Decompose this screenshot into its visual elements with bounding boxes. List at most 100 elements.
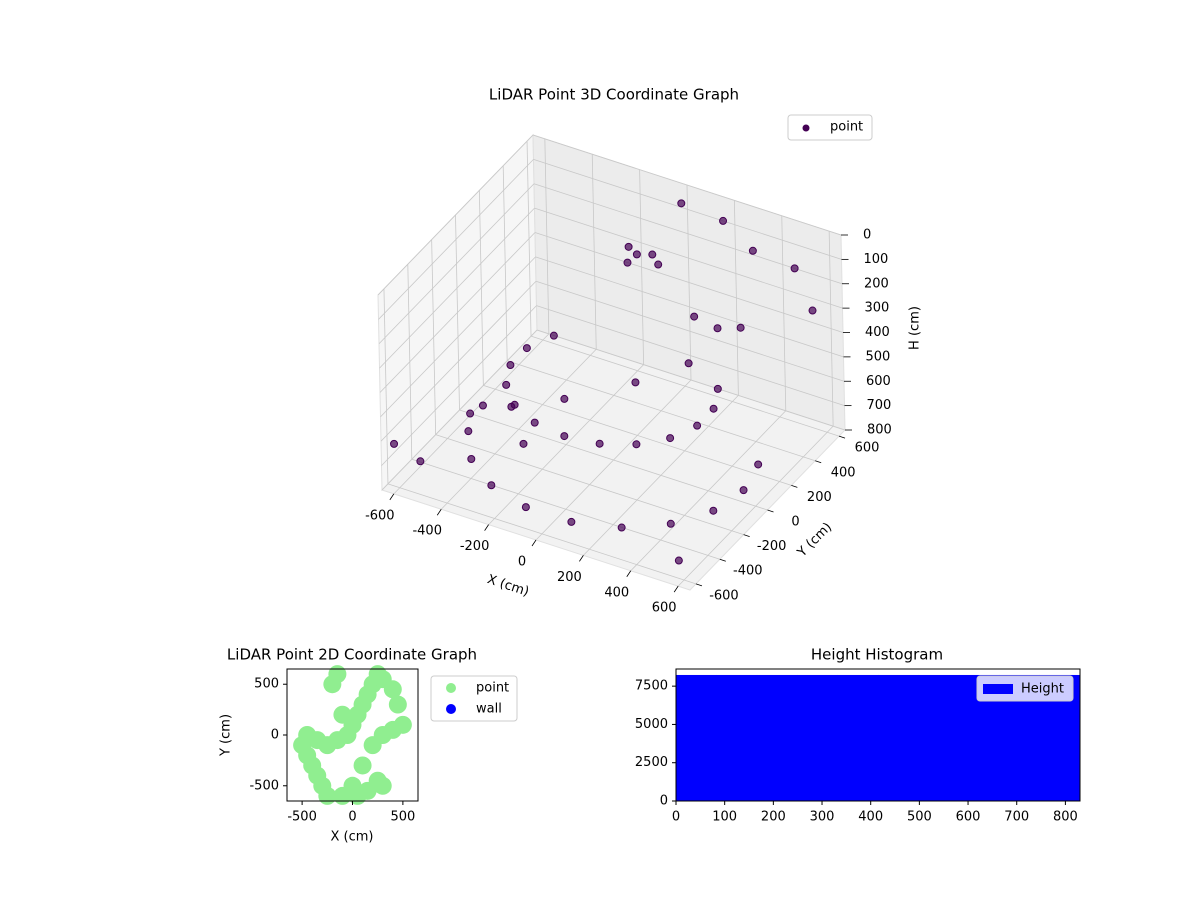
point [318, 786, 337, 805]
grid-line [536, 329, 846, 431]
z-tick-label: 600 [866, 374, 891, 389]
grid-line [535, 256, 844, 358]
point [333, 705, 352, 724]
point [739, 486, 748, 495]
point [719, 216, 728, 225]
legend-label: wall [476, 702, 502, 717]
tick-mark [695, 583, 703, 587]
grid-line [380, 256, 536, 418]
point [623, 258, 632, 267]
point [328, 665, 347, 684]
point [736, 323, 745, 332]
chart-title: LiDAR Point 3D Coordinate Graph [489, 86, 739, 104]
y-tick-label: 5000 [635, 717, 668, 732]
x-tick-label: 500 [907, 810, 932, 825]
grid-line [381, 305, 537, 466]
x-tick-label: 400 [604, 585, 629, 600]
tick-mark [815, 460, 822, 464]
grid-line [387, 483, 697, 585]
x-tick-label: 200 [761, 810, 786, 825]
z-tick-label: 0 [863, 228, 871, 243]
x-tick-label: 100 [712, 810, 737, 825]
y-tick-label: 200 [807, 490, 832, 505]
point [383, 680, 402, 699]
grid-line [411, 458, 720, 560]
legend-marker [802, 124, 810, 132]
y-tick-label: 0 [660, 794, 668, 809]
grid-line [530, 335, 840, 437]
x-tick-label: -600 [365, 508, 395, 523]
grid-line [533, 158, 842, 260]
bar [918, 674, 960, 801]
y-tick-label: 0 [271, 728, 279, 743]
bar [716, 674, 758, 801]
point [478, 401, 487, 410]
point [522, 344, 531, 353]
legend-marker [446, 683, 456, 693]
x-tick-label: 700 [1004, 810, 1029, 825]
y-tick-label: -500 [249, 778, 279, 793]
bar [878, 674, 919, 801]
x-tick-label: 0 [518, 555, 526, 570]
grid-line [378, 183, 535, 345]
y-axis-label: Y (cm) [219, 714, 234, 757]
legend-marker [983, 684, 1013, 694]
plot-frame [675, 668, 1081, 802]
legend-marker [446, 704, 456, 714]
z-tick-label: 800 [867, 423, 892, 438]
point [506, 361, 515, 370]
grid-line [459, 409, 768, 511]
grid-line [380, 280, 537, 442]
grid-line [532, 134, 842, 236]
point [693, 421, 702, 430]
grid-line [534, 232, 844, 333]
point [648, 250, 657, 259]
point [373, 776, 392, 795]
point [674, 556, 683, 565]
y-tick-label: 0 [791, 515, 799, 530]
tick-mark [389, 493, 395, 501]
x-tick-label: -500 [287, 810, 317, 825]
y-tick-label: 600 [855, 441, 880, 456]
grid-line [435, 434, 744, 535]
y-tick-label: 500 [254, 677, 279, 692]
point [567, 517, 576, 526]
grid-line [535, 280, 845, 382]
point [790, 264, 799, 273]
point [709, 404, 718, 413]
x-tick-label: 300 [810, 810, 835, 825]
y-axis-label: Y (cm) [794, 520, 835, 561]
point [654, 260, 663, 269]
point [519, 439, 528, 448]
point [353, 756, 372, 775]
x-tick-label: 600 [956, 810, 981, 825]
grid-line [378, 159, 534, 320]
tick-mark [743, 534, 750, 537]
point [467, 454, 476, 463]
z-tick-label: 500 [866, 349, 891, 364]
tick-mark [719, 558, 726, 562]
point [502, 380, 511, 389]
point [666, 434, 675, 443]
point [713, 384, 722, 393]
legend-label: Height [1021, 682, 1064, 697]
x-tick-label: -400 [412, 524, 442, 539]
y-tick-label: -600 [709, 588, 739, 603]
x-axis-label: X (cm) [331, 830, 374, 845]
point [677, 199, 686, 208]
point [624, 242, 633, 251]
z-tick-label: 400 [865, 325, 890, 340]
bar [797, 674, 839, 801]
tick-mark [531, 539, 537, 547]
point [521, 503, 530, 512]
point [390, 439, 399, 448]
z-tick-label: 300 [865, 301, 890, 316]
point [808, 306, 817, 315]
x-tick-label: 0 [672, 810, 680, 825]
z-tick-label: 700 [867, 398, 892, 413]
point [549, 331, 558, 340]
tick-mark [791, 485, 798, 488]
legend-box [787, 114, 873, 141]
chart-title: LiDAR Point 2D Coordinate Graph [227, 646, 477, 664]
point [348, 786, 367, 805]
